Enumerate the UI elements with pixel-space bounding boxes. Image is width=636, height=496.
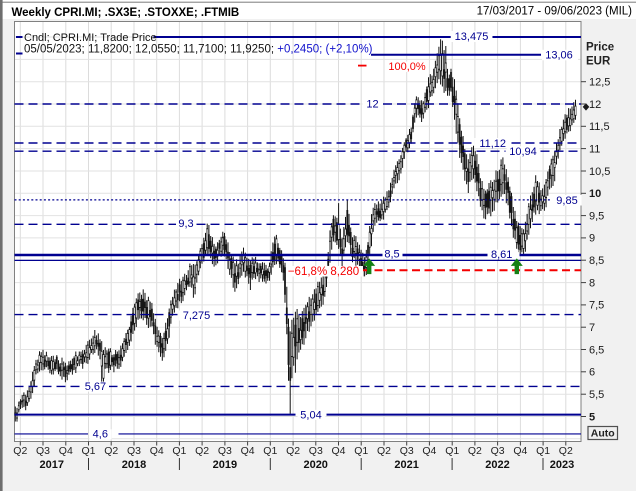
svg-text:9: 9 [589,233,595,245]
svg-text:11,12: 11,12 [479,138,506,150]
svg-text:Q2: Q2 [559,445,573,457]
svg-text:Q4: Q4 [422,445,436,457]
svg-text:Q1: Q1 [81,445,95,457]
svg-text:4,6: 4,6 [93,429,108,441]
svg-text:8,61: 8,61 [491,249,512,261]
svg-text:11: 11 [589,143,600,155]
svg-text:Auto: Auto [591,428,615,440]
svg-text:17/03/2017 - 09/06/2023 (MIL): 17/03/2017 - 09/06/2023 (MIL) [477,6,633,18]
svg-text:11,5: 11,5 [589,121,610,133]
svg-text:10,5: 10,5 [589,166,610,178]
svg-text:Q2: Q2 [104,445,118,457]
svg-text:Q3: Q3 [400,445,414,457]
svg-text:13,475: 13,475 [455,31,489,43]
svg-text:8,5: 8,5 [589,255,604,267]
svg-text:Q1: Q1 [445,445,459,457]
svg-text:Q2: Q2 [377,445,391,457]
svg-text:12: 12 [366,99,378,111]
svg-text:Weekly CPRI.MI; .SX3E; .STOXXE: Weekly CPRI.MI; .SX3E; .STOXXE; .FTMIB [12,7,240,19]
svg-text:Q3: Q3 [491,445,505,457]
svg-text:2018: 2018 [122,459,146,471]
svg-text:5: 5 [589,411,595,423]
svg-text:Q3: Q3 [218,445,232,457]
svg-text:100,0%: 100,0% [388,61,426,73]
svg-text:Q4: Q4 [241,445,255,457]
svg-text:7: 7 [589,322,595,334]
svg-text:8: 8 [589,277,595,289]
svg-text:2019: 2019 [213,459,237,471]
svg-text:10,94: 10,94 [509,146,537,158]
svg-text:9,3: 9,3 [178,218,193,230]
svg-text:Q1: Q1 [263,445,277,457]
svg-text:7,275: 7,275 [183,310,211,322]
svg-text:Q4: Q4 [513,445,527,457]
svg-text:2023: 2023 [550,459,574,471]
svg-text:8,5: 8,5 [384,249,399,261]
svg-text:6,5: 6,5 [589,344,604,356]
svg-text:13,06: 13,06 [545,50,573,62]
svg-text:5,67: 5,67 [85,381,106,393]
svg-text:9,5: 9,5 [589,210,604,222]
svg-text:Q4: Q4 [59,445,73,457]
svg-text:Q4: Q4 [150,445,164,457]
svg-text:Q3: Q3 [309,445,323,457]
svg-text:7,5: 7,5 [589,300,604,312]
svg-text:6: 6 [589,367,595,379]
svg-text:EUR: EUR [586,56,611,68]
svg-text:5,5: 5,5 [589,389,604,401]
svg-text:Q1: Q1 [172,445,186,457]
svg-text:2021: 2021 [394,459,418,471]
svg-text:12: 12 [589,99,601,111]
svg-text:9,85: 9,85 [556,195,577,207]
svg-text:Q1: Q1 [536,445,550,457]
svg-text:10: 10 [589,188,601,200]
svg-text:12,5: 12,5 [589,77,610,89]
svg-text:Q2: Q2 [286,445,300,457]
svg-text:Q3: Q3 [36,445,50,457]
svg-text:Cndl; CPRI.MI; Trade Price: Cndl; CPRI.MI; Trade Price [24,32,157,44]
svg-text:5,04: 5,04 [300,409,321,421]
svg-text:Q4: Q4 [331,445,345,457]
svg-text:Q2: Q2 [13,445,27,457]
svg-text:05/05/2023; 11,8200; 12,0550;: 05/05/2023; 11,8200; 12,0550; 11,7100; 1… [24,44,373,56]
svg-text:2017: 2017 [40,459,64,471]
svg-text:−61,8% 8,280: −61,8% 8,280 [288,266,359,278]
svg-text:Q1: Q1 [354,445,368,457]
svg-text:Q2: Q2 [468,445,482,457]
svg-text:Price: Price [586,42,614,54]
svg-text:2022: 2022 [485,459,509,471]
svg-text:Q2: Q2 [195,445,209,457]
svg-text:2020: 2020 [303,459,327,471]
svg-text:Q3: Q3 [127,445,141,457]
